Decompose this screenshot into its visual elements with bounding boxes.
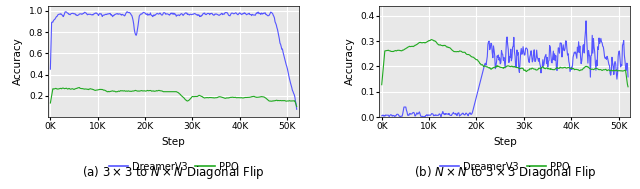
X-axis label: Step: Step <box>162 137 186 147</box>
Legend: DreamerV3, PPO: DreamerV3, PPO <box>436 158 573 176</box>
Y-axis label: Accuracy: Accuracy <box>13 38 23 85</box>
Y-axis label: Accuracy: Accuracy <box>344 38 355 85</box>
Legend: DreamerV3, PPO: DreamerV3, PPO <box>105 158 243 176</box>
Text: (a) $3 \times 3$ to $N \times N$ Diagonal Flip: (a) $3 \times 3$ to $N \times N$ Diagona… <box>83 164 265 181</box>
Text: (b) $N \times N$ to $3 \times 3$ Diagonal Flip: (b) $N \times N$ to $3 \times 3$ Diagona… <box>413 164 596 181</box>
X-axis label: Step: Step <box>493 137 516 147</box>
